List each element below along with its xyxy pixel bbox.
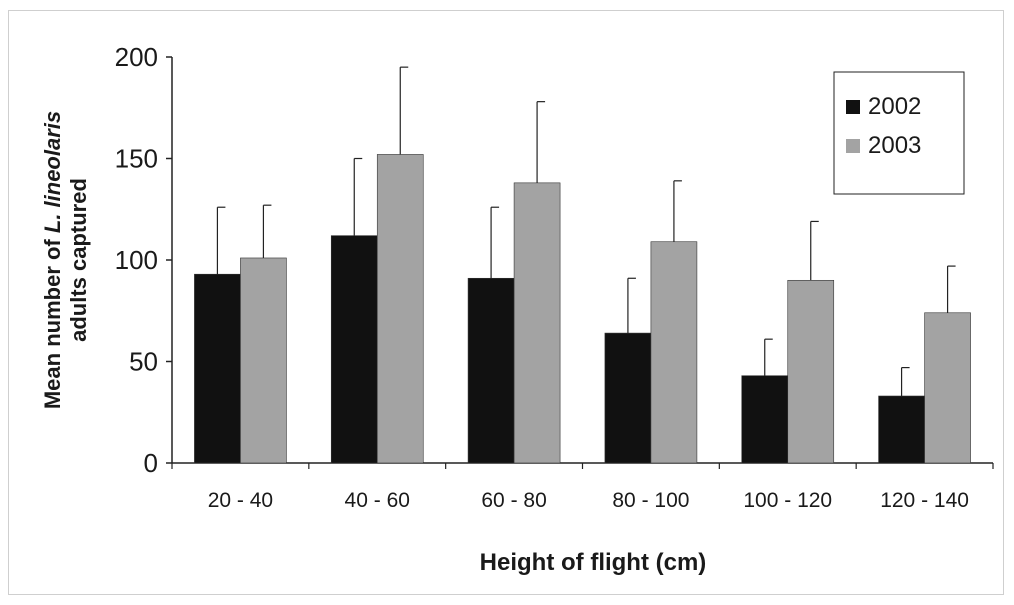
bar-2002-1 — [330, 235, 378, 464]
x-tick-label: 80 - 100 — [612, 489, 689, 512]
bar-2003-2 — [513, 182, 561, 464]
bar-2003-3 — [650, 241, 698, 464]
x-axis-title: Height of flight (cm) — [480, 549, 707, 576]
y-axis-title-species: L. lineolaris — [40, 111, 65, 233]
x-tick-label: 60 - 80 — [481, 489, 546, 512]
bar-2003-1 — [376, 154, 424, 464]
legend-label-2003: 2003 — [868, 132, 921, 159]
x-tick-label: 100 - 120 — [743, 489, 832, 512]
x-tick-label: 120 - 140 — [880, 489, 969, 512]
error-bars — [216, 66, 956, 397]
legend-swatch-2003 — [846, 139, 860, 153]
y-tick-label: 150 — [115, 144, 158, 174]
x-tick-label: 40 - 60 — [345, 489, 410, 512]
y-axis-title-line1: Mean number of L. lineolaris — [40, 111, 65, 409]
x-ticks — [171, 463, 994, 469]
bar-2003-0 — [240, 257, 287, 464]
y-tick-label: 0 — [144, 448, 158, 478]
chart-frame — [8, 10, 1004, 595]
y-tick-label: 50 — [129, 347, 158, 377]
y-tick-label: 200 — [115, 42, 158, 72]
bar-2002-0 — [194, 273, 241, 464]
y-axis-title-line2: adults captured — [66, 178, 91, 342]
bar-2002-5 — [878, 395, 925, 464]
bar-2003-4 — [787, 279, 835, 464]
legend-label-2002: 2002 — [868, 93, 921, 120]
legend-box — [833, 71, 965, 195]
legend-swatch-2002 — [846, 100, 860, 114]
bar-2003-5 — [924, 312, 971, 464]
bar-2002-2 — [467, 277, 515, 464]
bar-2002-3 — [604, 332, 652, 464]
x-tick-label: 20 - 40 — [208, 489, 273, 512]
y-tick-label: 100 — [115, 245, 158, 275]
y-axis-title-line1-prefix: Mean number of — [40, 233, 65, 409]
bars — [194, 154, 971, 464]
y-ticks: 0 50 100 150 200 — [115, 42, 172, 478]
x-tick-labels: 20 - 40 40 - 60 60 - 80 80 - 100 100 - 120 12… — [208, 489, 969, 512]
legend: 2002 2003 — [833, 71, 965, 195]
y-axis-title: Mean number of L. lineolaris adults capt… — [40, 111, 91, 409]
bar-2002-4 — [741, 375, 789, 464]
